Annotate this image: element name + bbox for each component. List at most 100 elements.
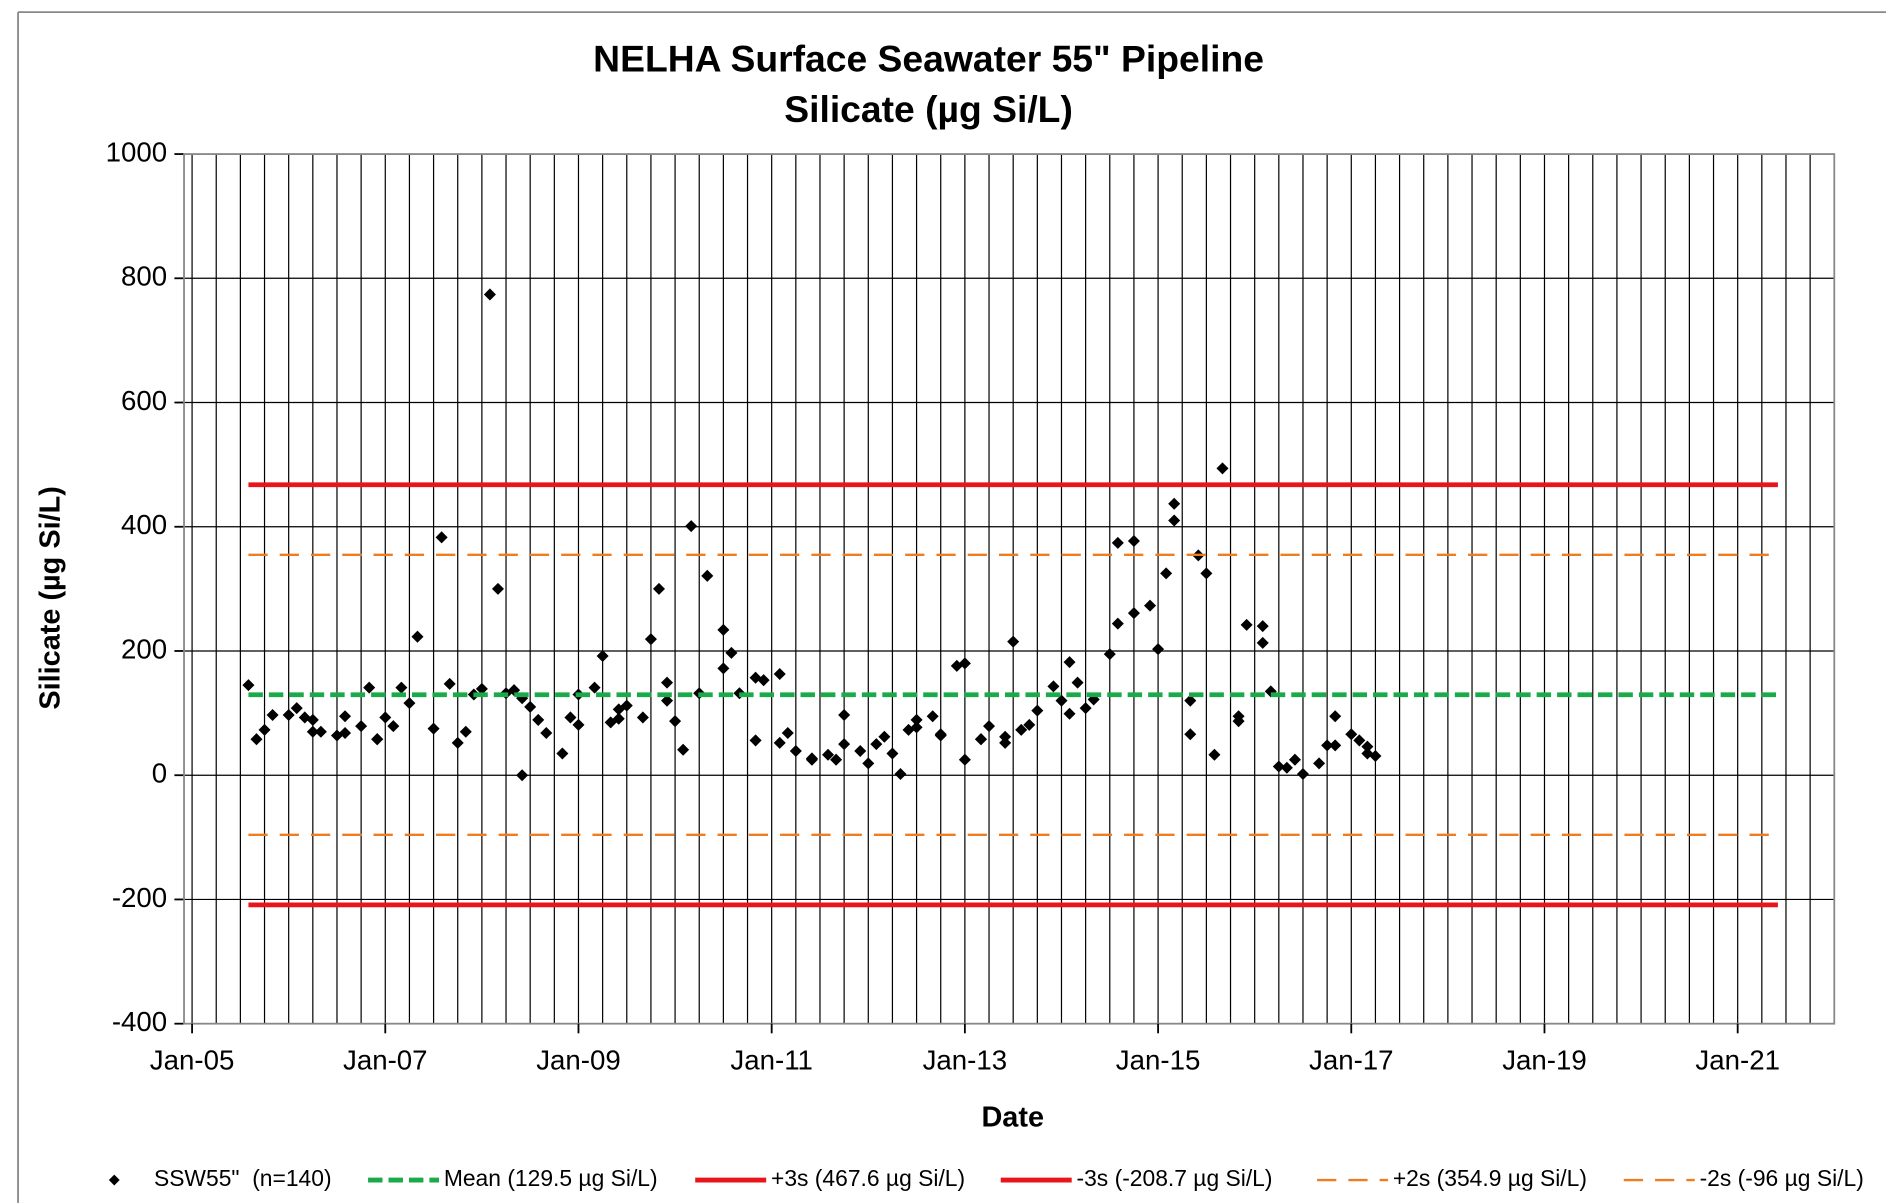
data-point — [894, 767, 907, 780]
data-point — [475, 682, 488, 695]
x-tick-label: Jan-11 — [730, 1044, 813, 1075]
data-point — [564, 711, 577, 724]
legend-label: +2s (354.9 µg Si/L) — [1393, 1165, 1587, 1191]
data-point — [669, 715, 682, 728]
y-tick-label: 0 — [152, 758, 167, 789]
data-point — [1079, 702, 1092, 715]
data-point — [1369, 749, 1382, 762]
data-point — [306, 713, 319, 726]
data-point — [749, 734, 762, 747]
data-point — [435, 531, 448, 544]
data-point — [757, 674, 770, 687]
data-point — [556, 747, 569, 760]
x-tick-label: Jan-05 — [150, 1044, 235, 1075]
data-point — [652, 582, 665, 595]
y-tick-label: -400 — [112, 1006, 167, 1037]
data-point — [1055, 694, 1068, 707]
x-tick-label: Jan-19 — [1502, 1044, 1587, 1075]
x-tick-label: Jan-09 — [536, 1044, 621, 1075]
data-point — [443, 677, 456, 690]
data-point — [773, 736, 786, 749]
data-point — [314, 725, 327, 738]
data-point — [926, 710, 939, 723]
data-point — [459, 725, 472, 738]
data-point — [1111, 536, 1124, 549]
data-point — [854, 744, 867, 758]
data-point — [306, 725, 319, 738]
data-point — [355, 720, 368, 733]
data-point — [411, 630, 424, 643]
data-point — [1200, 567, 1213, 580]
data-point — [1127, 607, 1140, 620]
data-point — [1047, 680, 1060, 693]
data-point — [516, 769, 529, 782]
data-point — [1208, 748, 1221, 761]
plot-frame — [183, 153, 1836, 1025]
data-point — [773, 667, 786, 680]
data-point — [830, 753, 843, 766]
data-point — [983, 720, 996, 733]
x-tick-label: Jan-07 — [343, 1044, 428, 1075]
data-point — [1184, 694, 1197, 707]
x-tick-label: Jan-13 — [923, 1044, 1008, 1075]
data-point — [886, 747, 899, 760]
data-point — [387, 720, 400, 733]
x-tick-label: Jan-21 — [1695, 1044, 1780, 1075]
data-point — [379, 711, 392, 724]
data-point — [403, 697, 416, 710]
data-point — [483, 288, 496, 301]
data-point — [290, 702, 303, 715]
data-point — [250, 733, 263, 746]
data-point — [974, 733, 987, 746]
data-point — [958, 657, 971, 670]
x-axis-title: Date — [981, 1101, 1044, 1133]
data-point — [1063, 707, 1076, 720]
chart-title: NELHA Surface Seawater 55" Pipeline — [593, 37, 1264, 79]
legend-label: -3s (-208.7 µg Si/L) — [1077, 1165, 1273, 1191]
data-point — [644, 633, 657, 646]
data-point — [1144, 599, 1157, 612]
x-tick-label: Jan-17 — [1309, 1044, 1394, 1075]
data-point — [1321, 739, 1334, 752]
data-point — [958, 753, 971, 766]
data-point — [540, 726, 553, 739]
data-point — [532, 713, 545, 726]
data-point — [661, 676, 674, 689]
y-tick-label: 600 — [121, 385, 167, 416]
data-point — [999, 730, 1012, 743]
data-point — [588, 681, 601, 694]
data-point — [822, 748, 835, 761]
data-point — [789, 744, 802, 758]
data-point — [363, 681, 376, 694]
data-point — [870, 738, 883, 751]
data-point — [1007, 635, 1020, 648]
data-point — [1272, 760, 1285, 773]
data-point — [1160, 567, 1173, 580]
data-point — [878, 730, 891, 743]
data-point — [371, 733, 384, 746]
data-point — [1015, 723, 1028, 736]
data-point — [242, 679, 255, 692]
legend-label: -2s (-96 µg Si/L) — [1700, 1165, 1864, 1191]
y-axis-title: Silicate (µg Si/L) — [34, 486, 66, 709]
data-point — [781, 726, 794, 739]
data-point — [636, 711, 649, 724]
data-point — [604, 716, 617, 729]
data-point — [1063, 656, 1076, 669]
data-point — [258, 723, 271, 736]
data-point — [934, 729, 947, 742]
data-point — [701, 569, 714, 582]
data-point — [339, 710, 352, 723]
legend-label: SSW55" (n=140) — [154, 1165, 332, 1191]
data-point — [1184, 728, 1197, 741]
data-point — [685, 520, 698, 533]
data-point — [805, 752, 818, 765]
data-point — [508, 684, 521, 697]
data-point — [838, 738, 851, 751]
data-point — [910, 713, 923, 726]
data-point — [661, 694, 674, 707]
data-point — [395, 681, 408, 694]
data-point — [1353, 734, 1366, 747]
